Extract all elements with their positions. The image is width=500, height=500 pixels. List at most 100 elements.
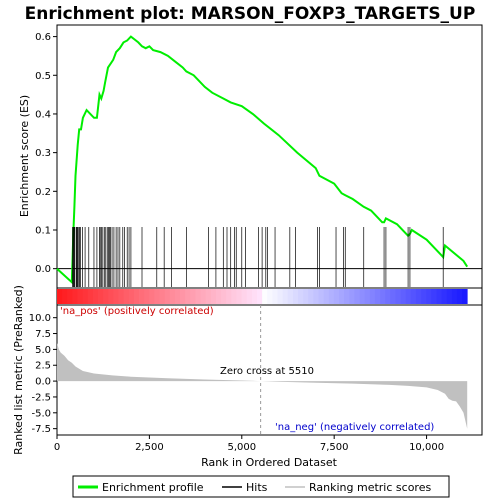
rank-bar-segment: [446, 289, 453, 304]
rank-bar-segment: [210, 289, 217, 304]
rank-bar-segment: [426, 289, 432, 304]
rank-bar-segment: [164, 289, 171, 304]
rank-bar-segment: [180, 289, 186, 304]
pos-correlated-label: 'na_pos' (positively correlated): [60, 306, 214, 317]
rank-bar-segment: [92, 289, 99, 304]
metric-y-tick-label: -7.5: [31, 424, 51, 435]
rank-bar-segment: [303, 289, 309, 304]
es-panel-frame: [56, 24, 483, 289]
es-y-tick-label: 0.0: [35, 264, 51, 275]
rank-bar-segment: [323, 289, 330, 304]
rank-bar-segment: [67, 289, 73, 304]
rank-bar-segment: [339, 289, 345, 304]
rank-bar-segment: [262, 289, 268, 304]
rank-bar-segment: [405, 289, 412, 304]
chart-title: Enrichment plot: MARSON_FOXP3_TARGETS_UP: [25, 4, 476, 24]
rank-bar-segment: [415, 289, 422, 304]
rank-bar-segment: [139, 289, 145, 304]
metric-y-tick-label: 5.0: [35, 345, 51, 356]
metric-y-tick-label: 0.0: [35, 377, 51, 388]
rank-bar-segment: [277, 289, 284, 304]
rank-bar-segment: [431, 289, 437, 304]
rank-bar-segment: [395, 289, 401, 304]
rank-bar-segment: [185, 289, 191, 304]
rank-bar-segment: [169, 289, 176, 304]
rank-bar-segment: [292, 289, 299, 304]
rank-bar-segment: [441, 289, 448, 304]
rank-bar-segment: [246, 289, 253, 304]
rank-bar-segment: [287, 289, 294, 304]
enrichment-profile-line: [56, 35, 469, 285]
rank-bar-segment: [267, 289, 273, 304]
rank-bar-segment: [72, 289, 78, 304]
rank-bar-segment: [241, 289, 248, 304]
rank-bar-segment: [221, 289, 227, 304]
enrichment-profile-series: [56, 35, 469, 285]
es-y-axis: 0.0 0.1 0.2 0.3 0.4 0.5 0.6: [35, 32, 57, 275]
es-y-tick-label: 0.6: [35, 32, 51, 43]
rank-bar-segment: [313, 289, 319, 304]
legend-hits-label: Hits: [246, 481, 268, 494]
rank-bar-segment: [128, 289, 135, 304]
rank-bar-segment: [374, 289, 381, 304]
rank-bar-segment: [144, 289, 150, 304]
es-y-tick-label: 0.5: [35, 71, 51, 82]
rank-bar-segment: [251, 289, 258, 304]
rank-bar-segment: [308, 289, 314, 304]
metric-y-axis-label: Ranked list metric (PreRanked): [12, 285, 25, 455]
rank-bar-segment: [149, 289, 155, 304]
es-y-tick-label: 0.1: [35, 225, 51, 236]
hits-ticks: [72, 227, 444, 287]
rank-bar-segment: [369, 289, 376, 304]
rank-bar-segment: [400, 289, 407, 304]
rank-bar-segment: [87, 289, 94, 304]
rank-bar-segment: [57, 289, 63, 304]
rank-bar-segment: [462, 289, 468, 304]
rank-bar-segment: [174, 289, 181, 304]
metric-y-tick-label: -2.5: [31, 392, 51, 403]
rank-bar-segment: [344, 289, 350, 304]
rank-bar-segment: [282, 289, 289, 304]
legend: Enrichment profile Hits Ranking metric s…: [72, 475, 450, 498]
rank-bar-segment: [133, 289, 140, 304]
neg-correlated-label: 'na_neg' (negatively correlated): [275, 422, 434, 433]
rank-gradient-bar: [57, 289, 468, 304]
rank-bar-segment: [98, 289, 104, 304]
x-tick-label: 7,500: [320, 442, 349, 453]
zero-cross-label: Zero cross at 5510: [220, 366, 314, 377]
legend-box: [72, 475, 450, 498]
rank-bar-segment: [272, 289, 278, 304]
rank-bar-segment: [385, 289, 391, 304]
rank-bar-segment: [456, 289, 463, 304]
rank-bar-segment: [318, 289, 325, 304]
rank-bar-segment: [236, 289, 242, 304]
rank-bar-segment: [328, 289, 335, 304]
metric-y-axis: 10.0 7.5 5.0 2.5 0.0 -2.5 -5.0 -7.5: [29, 313, 57, 435]
rank-bar-segment: [226, 289, 232, 304]
rank-bar-segment: [390, 289, 396, 304]
rank-bar-segment: [123, 289, 130, 304]
rank-bar-segment: [451, 289, 458, 304]
es-y-tick-label: 0.2: [35, 187, 51, 198]
es-y-tick-label: 0.3: [35, 148, 51, 159]
rank-bar-segment: [77, 289, 84, 304]
rank-bar-segment: [256, 289, 263, 304]
metric-panel-frame: [56, 304, 483, 436]
rank-bar-segment: [359, 289, 366, 304]
rank-bar-segment: [349, 289, 355, 304]
legend-enrichment-label: Enrichment profile: [102, 481, 204, 494]
es-y-tick-label: 0.4: [35, 109, 51, 120]
rank-bar-segment: [215, 289, 222, 304]
rank-bar-segment: [380, 289, 386, 304]
rank-bar-segment: [154, 289, 160, 304]
x-tick-label: 5,000: [227, 442, 256, 453]
rank-bar-segment: [190, 289, 196, 304]
x-tick-label: 0: [54, 442, 60, 453]
rank-bar-segment: [421, 289, 427, 304]
rank-bar-segment: [231, 289, 237, 304]
metric-y-tick-label: 10.0: [29, 313, 51, 324]
legend-metric-label: Ranking metric scores: [309, 481, 431, 494]
x-axis-label: Rank in Ordered Dataset: [201, 456, 338, 469]
rank-bar-segment: [113, 289, 119, 304]
metric-y-tick-label: 2.5: [35, 361, 51, 372]
